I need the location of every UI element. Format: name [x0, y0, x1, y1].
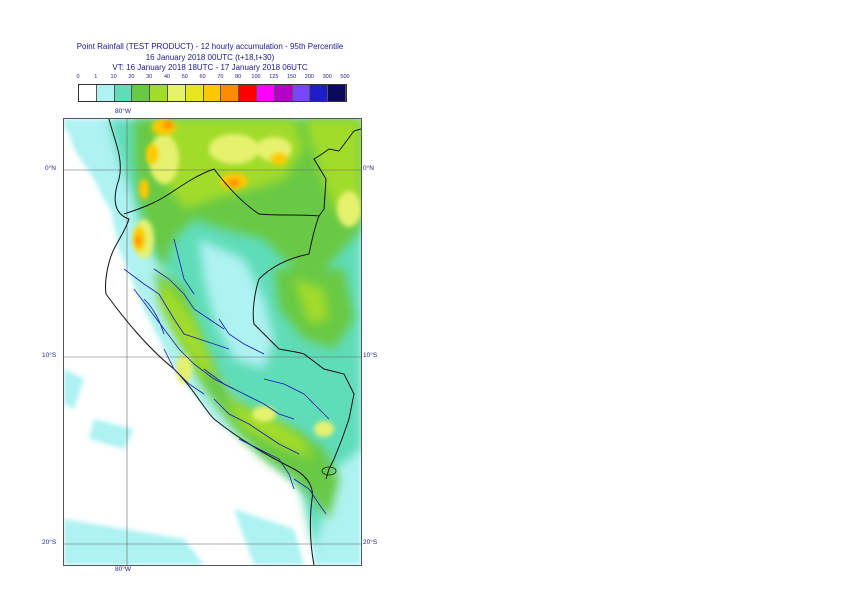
legend-swatch — [114, 85, 133, 101]
rainfall-map — [64, 119, 361, 565]
legend-threshold-label: 20 — [128, 74, 135, 80]
legend-threshold-label: 60 — [199, 74, 206, 80]
legend-threshold-label: 100 — [251, 74, 261, 80]
lat-label-eq-right: 0°N — [363, 165, 374, 172]
title-line-1: Point Rainfall (TEST PRODUCT) - 12 hourl… — [76, 42, 344, 51]
legend-swatch — [96, 85, 115, 101]
map-panel: 80°W — [63, 118, 362, 566]
legend-threshold-label: 70 — [217, 74, 224, 80]
legend-swatch — [185, 85, 204, 101]
legend-swatch — [221, 85, 240, 101]
legend-swatch — [203, 85, 222, 101]
legend-swatch — [79, 85, 97, 101]
legend-threshold-label: 40 — [163, 74, 171, 80]
country-borders — [105, 119, 361, 565]
legend-swatch — [150, 85, 168, 101]
rain-field-yellow — [134, 134, 361, 437]
legend-threshold-label: 80 — [235, 74, 242, 80]
lat-label-eq-left: 0°N — [45, 165, 56, 172]
legend-color-bar — [78, 84, 347, 102]
regional-borders — [123, 238, 330, 515]
legend-threshold-label: 300 — [322, 74, 332, 80]
legend-swatch — [292, 85, 311, 101]
legend-threshold-label: 1 — [94, 74, 98, 80]
legend-swatch — [132, 85, 151, 101]
map-title-block: Point Rainfall (TEST PRODUCT) - 12 hourl… — [60, 42, 360, 74]
lat-label-20s-right: 20°S — [363, 539, 378, 546]
legend-threshold-label: 200 — [304, 74, 314, 80]
legend-threshold-label: 125 — [269, 74, 279, 80]
title-line-3: VT: 16 January 2018 18UTC - 17 January 2… — [112, 63, 308, 72]
lon-label-top-outer: 80°W — [115, 108, 131, 115]
title-line-2: 16 January 2018 00UTC (t+18,t+30) — [145, 52, 275, 62]
legend-threshold-label: 0 — [76, 74, 80, 80]
lat-label-10s-left: 10°S — [42, 352, 57, 359]
legend-swatch — [274, 85, 293, 101]
lat-label-20s-left: 20°S — [42, 539, 57, 546]
legend-swatch — [328, 85, 346, 101]
legend-threshold-label: 10 — [110, 74, 117, 80]
rain-field-basin — [199, 239, 274, 369]
legend-threshold-label: 30 — [146, 74, 153, 80]
legend-swatch — [167, 85, 186, 101]
legend-swatch — [310, 85, 329, 101]
lon-label-bottom: 80°W — [115, 566, 131, 573]
legend-swatch — [239, 85, 257, 101]
legend-threshold-label: 150 — [287, 74, 297, 80]
lake-titicaca — [321, 466, 337, 476]
legend-threshold-label: 500 — [340, 74, 350, 80]
lat-label-10s-right: 10°S — [363, 352, 378, 359]
legend-threshold-label: 50 — [181, 74, 188, 80]
legend-swatch — [256, 85, 275, 101]
